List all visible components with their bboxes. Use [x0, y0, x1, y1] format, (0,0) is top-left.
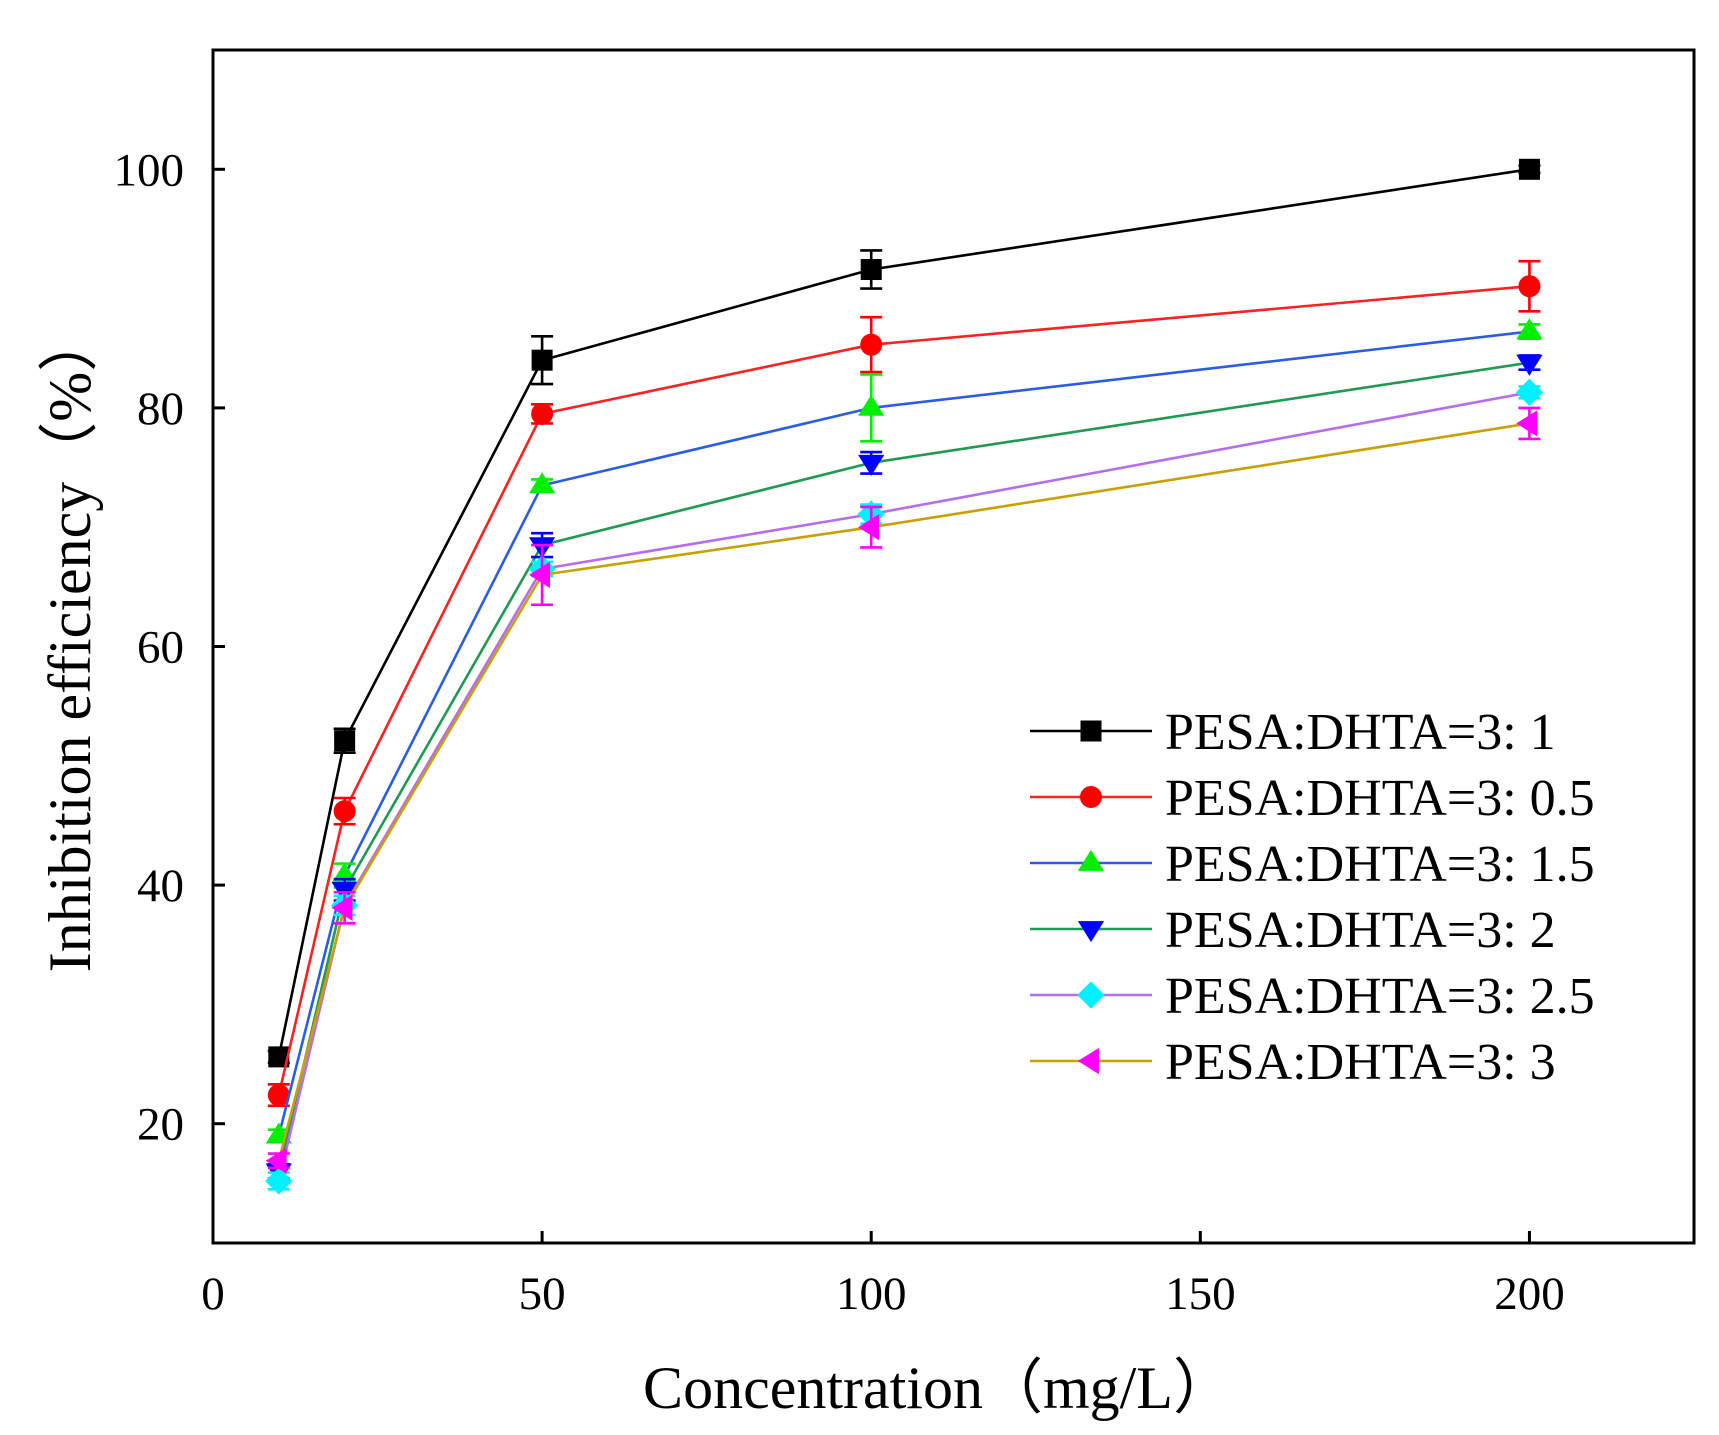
- data-point: [529, 472, 556, 494]
- plot-series: [265, 158, 1544, 1195]
- y-tick-label: 40: [137, 860, 184, 912]
- y-tick-label: 80: [137, 383, 184, 435]
- data-point: [1518, 158, 1540, 180]
- series-1: [267, 158, 1541, 1068]
- data-point: [333, 800, 356, 823]
- legend-marker: [1080, 786, 1102, 808]
- data-point: [331, 894, 353, 921]
- legend-label: PESA:DHTA=3: 2: [1165, 902, 1556, 959]
- legend: PESA:DHTA=3: 1 PESA:DHTA=3: 0.5 PESA:DHTA=…: [1030, 704, 1595, 1091]
- legend-label: PESA:DHTA=3: 2.5: [1165, 968, 1595, 1025]
- legend-item: PESA:DHTA=3: 3: [1030, 1034, 1556, 1091]
- data-point: [531, 349, 553, 371]
- data-point: [1516, 318, 1543, 340]
- data-point: [860, 259, 882, 281]
- legend-marker: [1077, 921, 1105, 943]
- data-point: [1516, 354, 1543, 376]
- legend-marker: [1077, 1047, 1099, 1075]
- data-point: [531, 402, 554, 425]
- data-point: [334, 730, 356, 752]
- x-tick-label: 100: [836, 1268, 907, 1320]
- data-point: [860, 333, 883, 356]
- y-axis-title: Inhibition efficiency（%）: [37, 312, 103, 972]
- legend-label: PESA:DHTA=3: 1: [1165, 704, 1556, 761]
- x-axis-title: Concentration（mg/L）: [643, 1355, 1233, 1421]
- x-tick-label: 200: [1494, 1268, 1565, 1320]
- legend-item: PESA:DHTA=3: 1: [1030, 704, 1556, 761]
- data-point: [858, 394, 885, 416]
- y-tick-label: 20: [137, 1099, 184, 1151]
- legend-marker: [1077, 849, 1105, 871]
- series-3: [265, 318, 1543, 1144]
- y-tick-label: 100: [114, 144, 185, 196]
- legend-item: PESA:DHTA=3: 2: [1030, 902, 1556, 959]
- x-tick-label: 0: [201, 1268, 225, 1320]
- plot-frame: [211, 48, 1696, 1245]
- legend-label: PESA:DHTA=3: 0.5: [1165, 770, 1595, 827]
- x-tick-label: 150: [1165, 1268, 1236, 1320]
- x-tick-label: 50: [519, 1268, 566, 1320]
- legend-item: PESA:DHTA=3: 2.5: [1030, 968, 1595, 1025]
- data-point: [1518, 275, 1541, 298]
- data-point: [265, 1147, 287, 1174]
- legend-item: PESA:DHTA=3: 1.5: [1030, 836, 1595, 893]
- data-point: [268, 1046, 290, 1068]
- data-point: [265, 1167, 293, 1195]
- legend-marker: [1077, 981, 1105, 1009]
- legend-label: PESA:DHTA=3: 3: [1165, 1034, 1556, 1091]
- legend-item: PESA:DHTA=3: 0.5: [1030, 770, 1595, 827]
- data-point: [529, 561, 550, 588]
- legend-label: PESA:DHTA=3: 1.5: [1165, 836, 1595, 893]
- legend-marker: [1080, 720, 1102, 742]
- axis-ticks: [211, 167, 1531, 1243]
- data-point: [267, 1084, 290, 1107]
- y-tick-labels: 20 40 60 80 100: [114, 144, 185, 1150]
- data-point: [1515, 378, 1544, 406]
- series-2: [267, 259, 1541, 1108]
- series-6: [265, 406, 1541, 1174]
- data-point: [1516, 410, 1538, 437]
- x-tick-labels: 0 50 100 150 200: [201, 1268, 1564, 1320]
- y-tick-label: 60: [137, 622, 184, 674]
- data-point: [858, 454, 885, 476]
- data-point: [858, 514, 880, 541]
